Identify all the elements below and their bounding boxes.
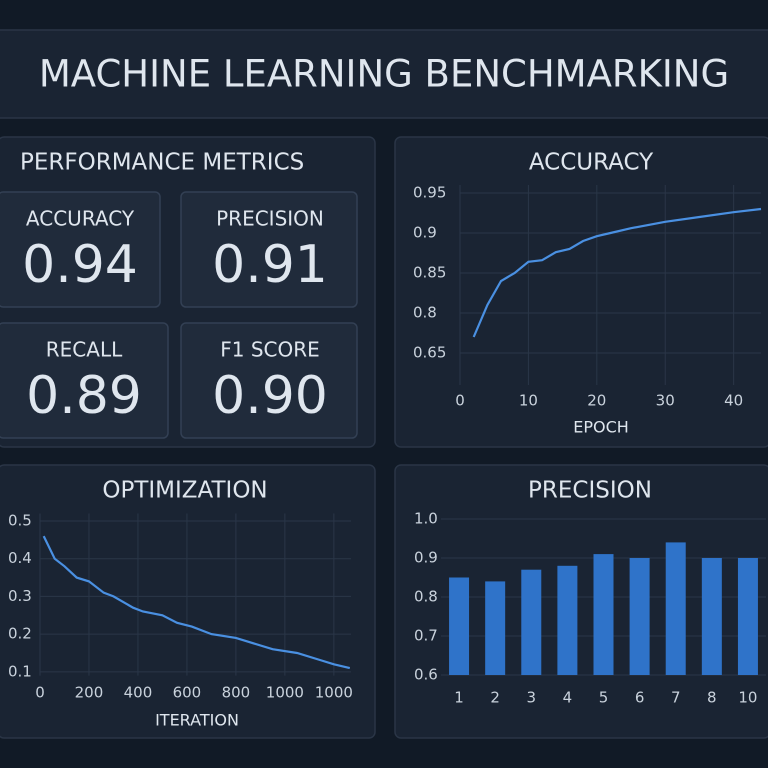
metric-label: F1 SCORE — [220, 338, 320, 362]
bar — [629, 558, 650, 675]
metric-label: PRECISION — [216, 207, 324, 231]
data-line — [472, 207, 762, 338]
metric-label: RECALL — [46, 338, 123, 362]
y-tick-label: 0.2 — [8, 625, 32, 643]
page-title: MACHINE LEARNING BENCHMARKING — [39, 53, 729, 96]
y-tick-label: 0.8 — [414, 588, 438, 606]
chart-title: OPTIMIZATION — [102, 478, 267, 504]
x-tick-label: 10 — [738, 689, 757, 707]
x-tick-label: 600 — [173, 684, 202, 702]
x-tick-label: 1000 — [315, 684, 353, 702]
y-tick-label: 0.95 — [413, 184, 446, 202]
y-tick-label: 1.0 — [414, 510, 438, 528]
metric-value: 0.94 — [22, 235, 138, 295]
x-tick-label: 6 — [635, 689, 645, 707]
metric-card — [0, 322, 169, 439]
x-tick-label: 3 — [527, 689, 537, 707]
x-tick-label: 400 — [124, 684, 153, 702]
x-axis-label: ITERATION — [155, 711, 239, 730]
y-tick-label: 0.9 — [413, 224, 437, 242]
y-tick-label: 0.9 — [414, 549, 438, 567]
y-tick-label: 0.4 — [8, 549, 32, 567]
bar — [593, 554, 614, 675]
metric-card — [0, 191, 161, 308]
x-tick-label: 2 — [490, 689, 500, 707]
x-tick-label: 4 — [563, 689, 573, 707]
y-tick-label: 0.65 — [413, 344, 446, 362]
x-axis-label: EPOCH — [573, 418, 629, 437]
x-tick-label: 7 — [671, 689, 681, 707]
bar — [449, 577, 470, 675]
bar — [557, 565, 578, 675]
bar — [665, 542, 686, 675]
x-tick-label: 1000 — [266, 684, 304, 702]
optimization-panel — [0, 464, 376, 739]
x-tick-label: 20 — [587, 392, 606, 410]
x-tick-label: 8 — [707, 689, 717, 707]
y-tick-label: 0.85 — [413, 264, 446, 282]
x-tick-label: 5 — [599, 689, 609, 707]
chart-title: PRECISION — [528, 478, 652, 504]
x-tick-label: 40 — [724, 392, 743, 410]
bar — [485, 581, 506, 675]
data-line — [42, 535, 351, 670]
y-tick-label: 0.1 — [8, 662, 32, 680]
y-tick-label: 0.8 — [413, 304, 437, 322]
metric-value: 0.89 — [26, 366, 142, 426]
bar — [737, 558, 758, 675]
x-tick-label: 0 — [35, 684, 45, 702]
metric-card — [180, 191, 358, 308]
x-tick-label: 800 — [222, 684, 251, 702]
x-tick-label: 200 — [75, 684, 104, 702]
x-tick-label: 30 — [656, 392, 675, 410]
accuracy-panel — [394, 136, 768, 448]
y-tick-label: 0.5 — [8, 512, 32, 530]
metrics-title: PERFORMANCE METRICS — [20, 150, 304, 176]
y-tick-label: 0.3 — [8, 587, 32, 605]
x-tick-label: 0 — [455, 392, 465, 410]
bar — [701, 558, 722, 675]
metric-value: 0.90 — [212, 366, 328, 426]
y-tick-label: 0.7 — [414, 627, 438, 645]
metric-card — [180, 322, 358, 439]
x-tick-label: 10 — [519, 392, 538, 410]
x-tick-label: 1 — [454, 689, 464, 707]
header-bar — [0, 29, 768, 119]
y-tick-label: 0.6 — [414, 666, 438, 684]
metric-value: 0.91 — [212, 235, 328, 295]
bar — [521, 569, 542, 675]
metric-label: ACCURACY — [26, 207, 135, 231]
chart-title: ACCURACY — [529, 150, 654, 176]
